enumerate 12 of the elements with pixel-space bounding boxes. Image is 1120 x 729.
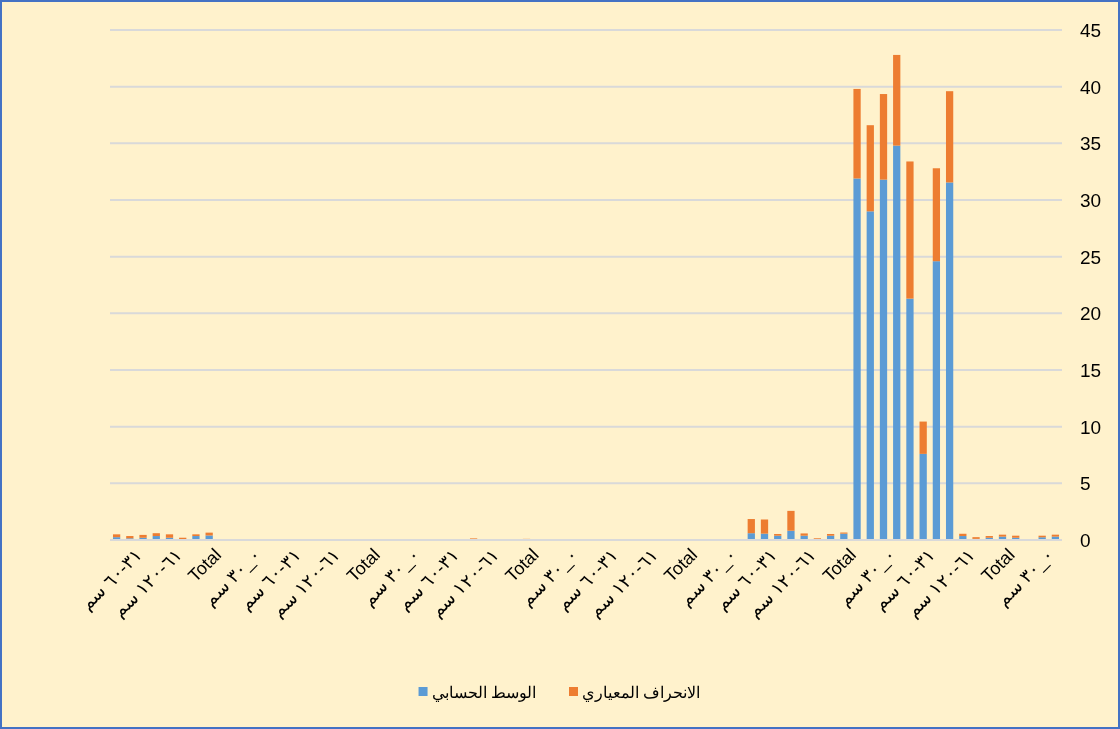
y-tick-label: 35 (1080, 133, 1102, 155)
y-tick-label: 5 (1080, 473, 1091, 495)
y-tick-label: 30 (1080, 190, 1102, 211)
y-tick-label: 40 (1080, 76, 1102, 98)
y-tick-label: 0 (1080, 530, 1091, 551)
y-tick-label: 25 (1080, 246, 1102, 268)
y-tick-label: 20 (1080, 303, 1102, 325)
y-tick-label: 15 (1080, 360, 1102, 381)
legend-label: الانحراف المعياري (582, 684, 701, 702)
legend-label: الوسط الحسابي (431, 684, 536, 702)
y-tick-label: 10 (1080, 416, 1102, 438)
y-tick-label: 45 (1080, 20, 1102, 41)
